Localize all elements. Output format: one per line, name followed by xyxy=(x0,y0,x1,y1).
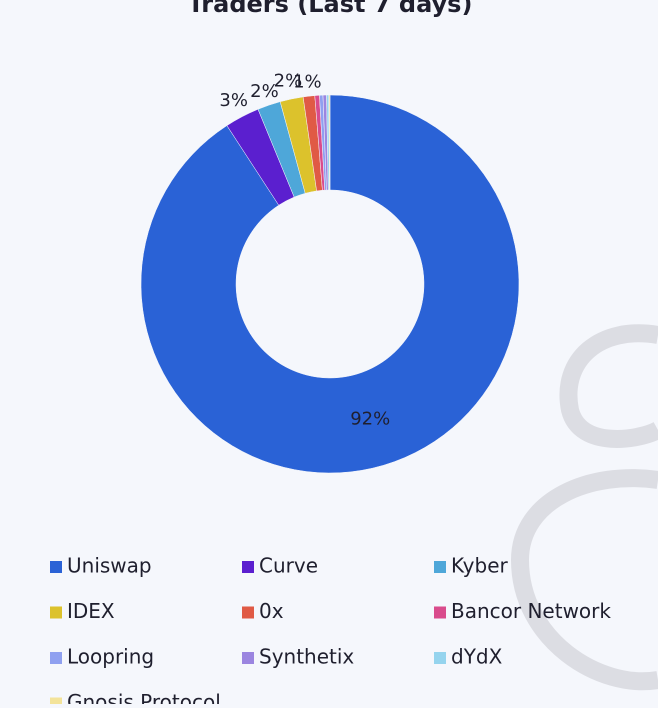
value-label: 2% xyxy=(250,81,279,102)
value-label: 2% xyxy=(274,70,303,91)
legend-label: Loopring xyxy=(67,645,154,669)
legend-swatch xyxy=(434,561,446,573)
legend-swatch xyxy=(242,561,254,573)
legend-label: 0x xyxy=(259,599,284,623)
legend-label: Kyber xyxy=(451,554,508,578)
legend-swatch xyxy=(50,606,62,619)
legend-label: Synthetix xyxy=(259,645,354,669)
watermark xyxy=(510,324,658,691)
legend-swatch xyxy=(242,606,254,619)
legend-swatch xyxy=(434,606,446,619)
legend-label: Uniswap xyxy=(67,554,152,578)
value-label: 1% xyxy=(293,71,322,92)
legend-label: dYdX xyxy=(451,645,503,669)
legend-label: IDEX xyxy=(67,599,115,623)
value-label: 92% xyxy=(350,409,390,430)
legend-swatch xyxy=(50,561,62,573)
legend-swatch xyxy=(434,652,446,664)
slice xyxy=(140,94,520,474)
value-label: 3% xyxy=(219,90,248,111)
legend-swatch xyxy=(50,652,62,664)
legend-label: Curve xyxy=(259,554,318,578)
slice xyxy=(328,94,331,191)
legend-swatch xyxy=(50,697,62,708)
legend-label: Bancor Network xyxy=(451,599,611,623)
legend-label: Gnosis Protocol xyxy=(67,690,221,704)
chart-title: Traders (Last 7 days) xyxy=(188,0,473,18)
legend-swatch xyxy=(242,652,254,664)
